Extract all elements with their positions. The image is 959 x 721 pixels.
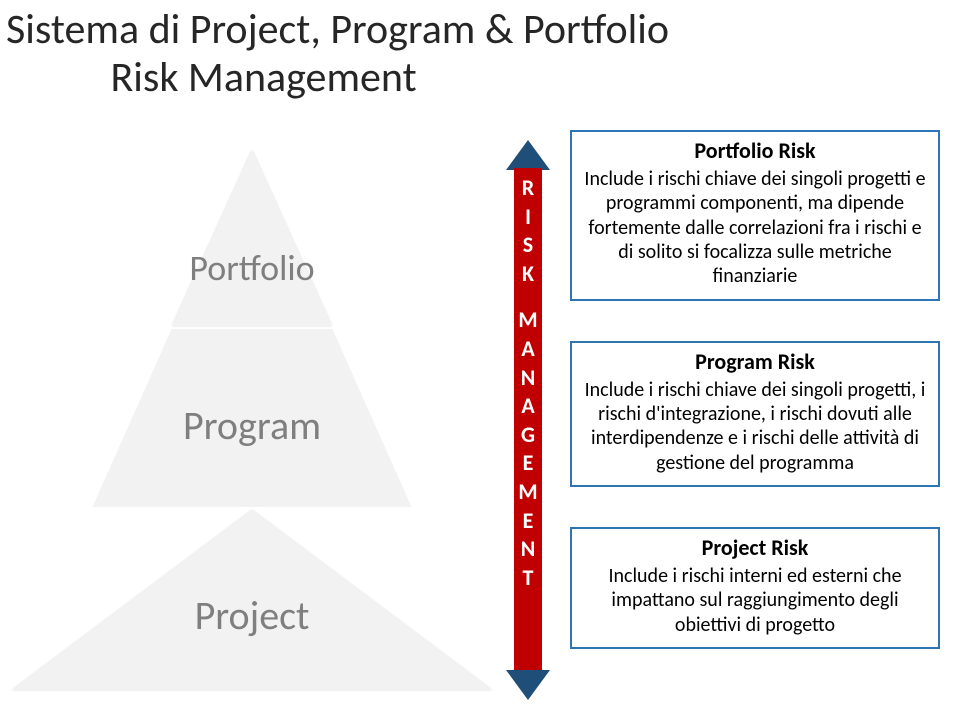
arrow-letter: S (523, 231, 533, 260)
arrow-body: R I S K M A N A G E M E N T (514, 168, 542, 672)
pyramid-label-program: Program (12, 401, 492, 450)
arrow-letter: E (523, 449, 534, 478)
pyramid: Portfolio Program Project (12, 150, 492, 690)
portfolio-risk-body: Include i rischi chiave dei singoli prog… (582, 167, 928, 289)
project-risk-title: Project Risk (582, 535, 928, 562)
risk-management-arrow: R I S K M A N A G E M E N T (506, 140, 550, 700)
arrow-head-down-icon (506, 670, 550, 700)
arrow-letter: M (518, 478, 537, 507)
title-line-2: Risk Management (110, 52, 416, 103)
portfolio-risk-title: Portfolio Risk (582, 138, 928, 165)
pyramid-label-project: Project (12, 591, 492, 640)
arrow-letter: E (523, 507, 534, 536)
arrow-letter: K (522, 260, 534, 289)
risk-boxes: Portfolio Risk Include i rischi chiave d… (570, 130, 940, 649)
arrow-letter: R (522, 174, 534, 203)
arrow-letter: M (518, 306, 537, 335)
program-risk-box: Program Risk Include i rischi chiave dei… (570, 341, 940, 487)
arrow-letter: N (521, 535, 536, 564)
project-risk-body: Include i rischi interni ed esterni che … (582, 564, 928, 637)
arrow-letter: N (521, 364, 536, 393)
portfolio-risk-box: Portfolio Risk Include i rischi chiave d… (570, 130, 940, 301)
project-risk-box: Project Risk Include i rischi interni ed… (570, 527, 940, 649)
arrow-letter: A (521, 335, 534, 364)
arrow-letter: A (521, 392, 534, 421)
program-risk-title: Program Risk (582, 349, 928, 376)
arrow-letter: I (525, 203, 531, 232)
pyramid-level-portfolio (172, 150, 332, 326)
arrow-letter: T (523, 564, 534, 593)
title-line-1: Sistema di Project, Program & Portfolio (6, 4, 669, 55)
arrow-head-up-icon (506, 140, 550, 170)
pyramid-label-portfolio: Portfolio (12, 246, 492, 290)
arrow-letter: G (521, 421, 535, 450)
page-title: Sistema di Project, Program & Portfolio … (0, 0, 959, 103)
program-risk-body: Include i rischi chiave dei singoli prog… (582, 378, 928, 476)
